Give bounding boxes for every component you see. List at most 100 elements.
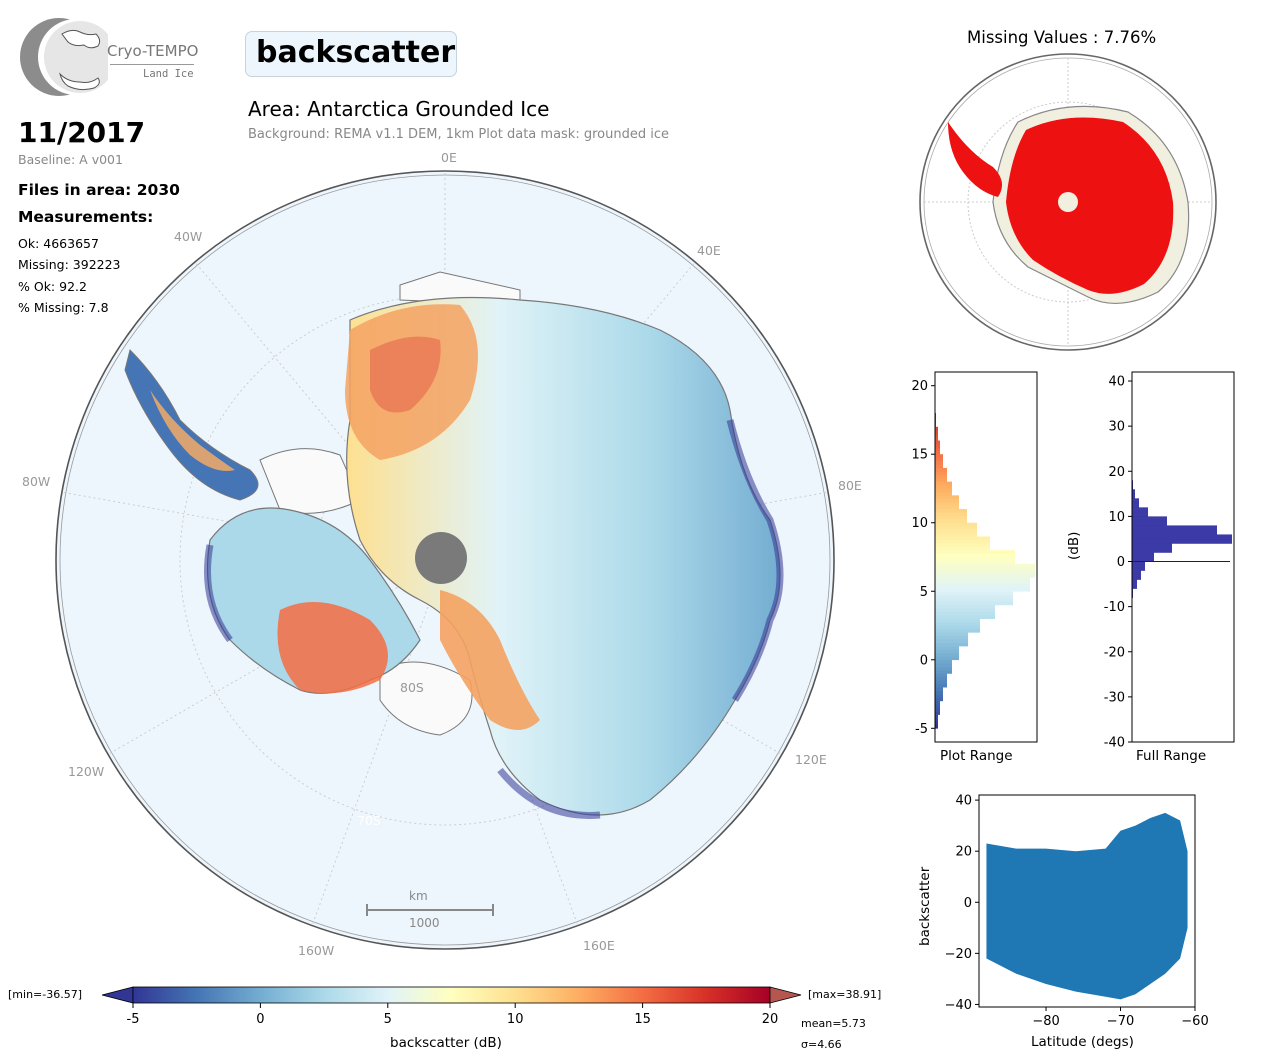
colorbar-mean-label: mean=5.73 xyxy=(801,1017,866,1030)
plot-range-hist-bar xyxy=(935,656,959,661)
full-range-hist-bar xyxy=(1132,516,1167,519)
stat-ok: Ok: 4663657 xyxy=(18,236,99,251)
baseline-label: Baseline: A v001 xyxy=(18,152,123,167)
full-range-hist-bar xyxy=(1132,509,1148,513)
plot-range-hist-bar xyxy=(935,577,1030,582)
scatter-y-tick-label: −20 xyxy=(945,947,972,962)
lat-label-80s: 80S xyxy=(400,680,424,695)
plot-range-hist-bar xyxy=(935,557,1015,561)
east-antarctica xyxy=(346,296,781,816)
plot-range-hist-tick-label: 15 xyxy=(911,448,928,463)
plot-range-hist-bar xyxy=(935,687,943,691)
scatter-x-tick-label: −60 xyxy=(1181,1014,1208,1029)
full-range-hist-bar xyxy=(1132,577,1141,580)
plot-range-hist-bar xyxy=(935,642,968,647)
colorbar-bar xyxy=(132,986,771,1004)
plot-range-hist-bar xyxy=(935,461,943,465)
missing-values-map xyxy=(919,53,1217,351)
full-range-hist-bar xyxy=(1132,534,1232,537)
plot-range-hist-bar xyxy=(935,515,967,520)
full-range-hist-bar xyxy=(1132,543,1172,547)
colorbar-min-arrow xyxy=(101,986,134,1004)
logo-divider xyxy=(110,64,194,65)
plot-range-hist-bar xyxy=(935,707,940,712)
plot-range-hist-bar xyxy=(935,628,980,633)
plot-range-hist-bar xyxy=(935,718,938,722)
full-range-hist-bar xyxy=(1132,538,1232,542)
plot-range-hist-bar xyxy=(935,584,1030,589)
plot-range-hist-bar xyxy=(935,721,938,726)
full-range-hist-bar xyxy=(1132,529,1217,533)
plot-range-hist-bar xyxy=(935,546,990,551)
plot-range-hist-bar xyxy=(935,536,990,541)
plot-range-hist-bar xyxy=(935,587,1030,592)
files-in-area: Files in area: 2030 xyxy=(18,181,180,199)
plot-range-hist-bar xyxy=(935,622,980,626)
plot-range-hist-tick-label: 10 xyxy=(911,516,928,531)
plot-range-hist-bar xyxy=(935,539,990,544)
histogram-full-range-xlabel: Full Range xyxy=(1136,748,1207,764)
plot-range-hist-bar xyxy=(935,601,1013,606)
full-range-hist-bar xyxy=(1132,491,1135,495)
plot-range-hist-bar xyxy=(935,567,1035,572)
plot-range-hist-bar xyxy=(935,646,959,650)
lon-label-80e: 80E xyxy=(838,478,862,493)
lon-label-120e: 120E xyxy=(795,752,827,767)
full-range-hist-bar xyxy=(1132,518,1167,522)
plot-range-hist-bar xyxy=(935,519,967,524)
histogram-full-range-frame xyxy=(1131,371,1235,743)
plot-range-hist-bar xyxy=(935,704,940,709)
plot-range-hist-bar xyxy=(935,598,1013,602)
plot-range-hist-bar xyxy=(935,437,938,441)
plot-range-hist-bar xyxy=(935,604,995,609)
plot-range-hist-bar xyxy=(935,683,947,688)
plot-range-hist-bar xyxy=(935,697,943,702)
full-range-hist-bar xyxy=(1132,584,1137,587)
plot-range-hist-bar xyxy=(935,543,990,548)
plot-range-hist-bar xyxy=(935,625,980,630)
measurements-heading: Measurements: xyxy=(18,208,154,226)
plot-range-hist-bar xyxy=(935,560,1015,565)
full-range-hist-bar xyxy=(1132,552,1154,556)
full-range-hist-bar xyxy=(1132,523,1167,526)
plot-range-hist-bar xyxy=(935,632,968,637)
full-range-hist-bar xyxy=(1132,507,1148,510)
full-range-hist-bar xyxy=(1132,559,1154,562)
histogram-plot-range-frame xyxy=(934,371,1038,743)
full-range-hist-tick-label: 40 xyxy=(1108,375,1125,390)
full-range-hist-bar xyxy=(1132,550,1172,553)
plot-range-hist-bar xyxy=(935,457,943,462)
full-range-hist-tick-label: 0 xyxy=(1117,555,1125,570)
lon-label-0e: 0E xyxy=(441,150,457,165)
full-range-hist-bar xyxy=(1132,498,1139,501)
full-range-hist-bar xyxy=(1132,586,1137,589)
plot-range-hist-bar xyxy=(935,505,959,510)
plot-range-hist-bar xyxy=(935,488,952,493)
histogram-full-range-ylabel: (dB) xyxy=(1066,531,1082,560)
plot-range-hist-bar xyxy=(935,433,938,438)
scale-bar-unit: km xyxy=(409,889,428,903)
background-note: Background: REMA v1.1 DEM, 1km Plot data… xyxy=(248,127,669,142)
full-range-hist-bar xyxy=(1132,525,1217,528)
plot-range-hist-bar xyxy=(935,700,940,705)
full-range-hist-bar xyxy=(1132,570,1141,574)
colorbar-max-arrow xyxy=(769,986,802,1004)
plot-range-hist-bar xyxy=(935,649,959,654)
colorbar-max-label: [max=38.91] xyxy=(808,988,882,1001)
full-range-hist-bar xyxy=(1132,561,1145,565)
plot-range-hist-bar xyxy=(935,467,947,472)
plot-range-hist-bar xyxy=(935,618,980,623)
stat-pct-ok: % Ok: 92.2 xyxy=(18,279,87,294)
full-range-hist-tick-label: -20 xyxy=(1104,645,1125,660)
plot-range-hist-bar xyxy=(935,478,947,482)
histogram-full-range: -40 -30 -20 -10 0 10 20 30 40 xyxy=(1104,371,1235,751)
full-range-hist-bar xyxy=(1132,527,1217,531)
colorbar-min-label: [min=-36.57] xyxy=(8,988,83,1001)
full-range-hist-tick-label: 10 xyxy=(1108,510,1125,525)
full-range-hist-bar xyxy=(1132,557,1154,560)
variable-title-box: backscatter xyxy=(245,31,457,77)
colorbar-tick-label: -5 xyxy=(127,1012,140,1027)
plot-range-hist-bar xyxy=(935,663,952,667)
full-range-hist-tick-label: 20 xyxy=(1108,465,1125,480)
plot-range-hist-bar xyxy=(935,724,938,729)
